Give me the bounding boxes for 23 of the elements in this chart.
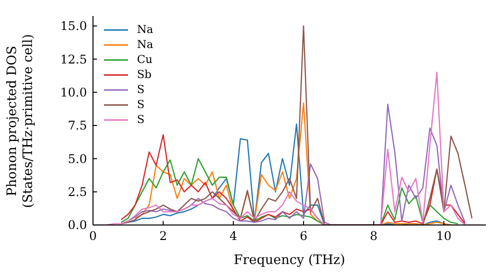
y-tick-label: 7.5 bbox=[68, 118, 87, 133]
x-tick-label: 10 bbox=[436, 229, 452, 243]
x-tick-label: 8 bbox=[370, 229, 378, 243]
y-tick-label: 5.0 bbox=[68, 152, 87, 166]
legend-label: Sb bbox=[137, 67, 152, 82]
legend-label: S bbox=[137, 97, 145, 112]
y-axis-title: Phonon projected DOS (States/THz·primitive cell) bbox=[5, 34, 36, 208]
x-tick-label: 4 bbox=[230, 229, 238, 243]
y-tick-label: 2.5 bbox=[68, 185, 87, 200]
legend-label: S bbox=[137, 82, 145, 97]
y-tick-label: 15.0 bbox=[60, 19, 87, 34]
legend-label: Na bbox=[137, 22, 154, 37]
y-tick-label: 0.0 bbox=[68, 218, 87, 232]
y-tick-label: 12.5 bbox=[60, 52, 87, 66]
x-tick-label: 2 bbox=[159, 229, 167, 243]
line-series bbox=[120, 25, 473, 225]
x-tick-label: 0 bbox=[89, 229, 97, 243]
legend-label: S bbox=[137, 112, 145, 127]
x-tick-label: 6 bbox=[300, 229, 308, 243]
legend-label: Na bbox=[137, 37, 154, 52]
y-tick-label: 10.0 bbox=[60, 86, 87, 100]
x-axis-title: Frequency (THz) bbox=[234, 253, 346, 268]
legend-label: Cu bbox=[137, 52, 153, 67]
